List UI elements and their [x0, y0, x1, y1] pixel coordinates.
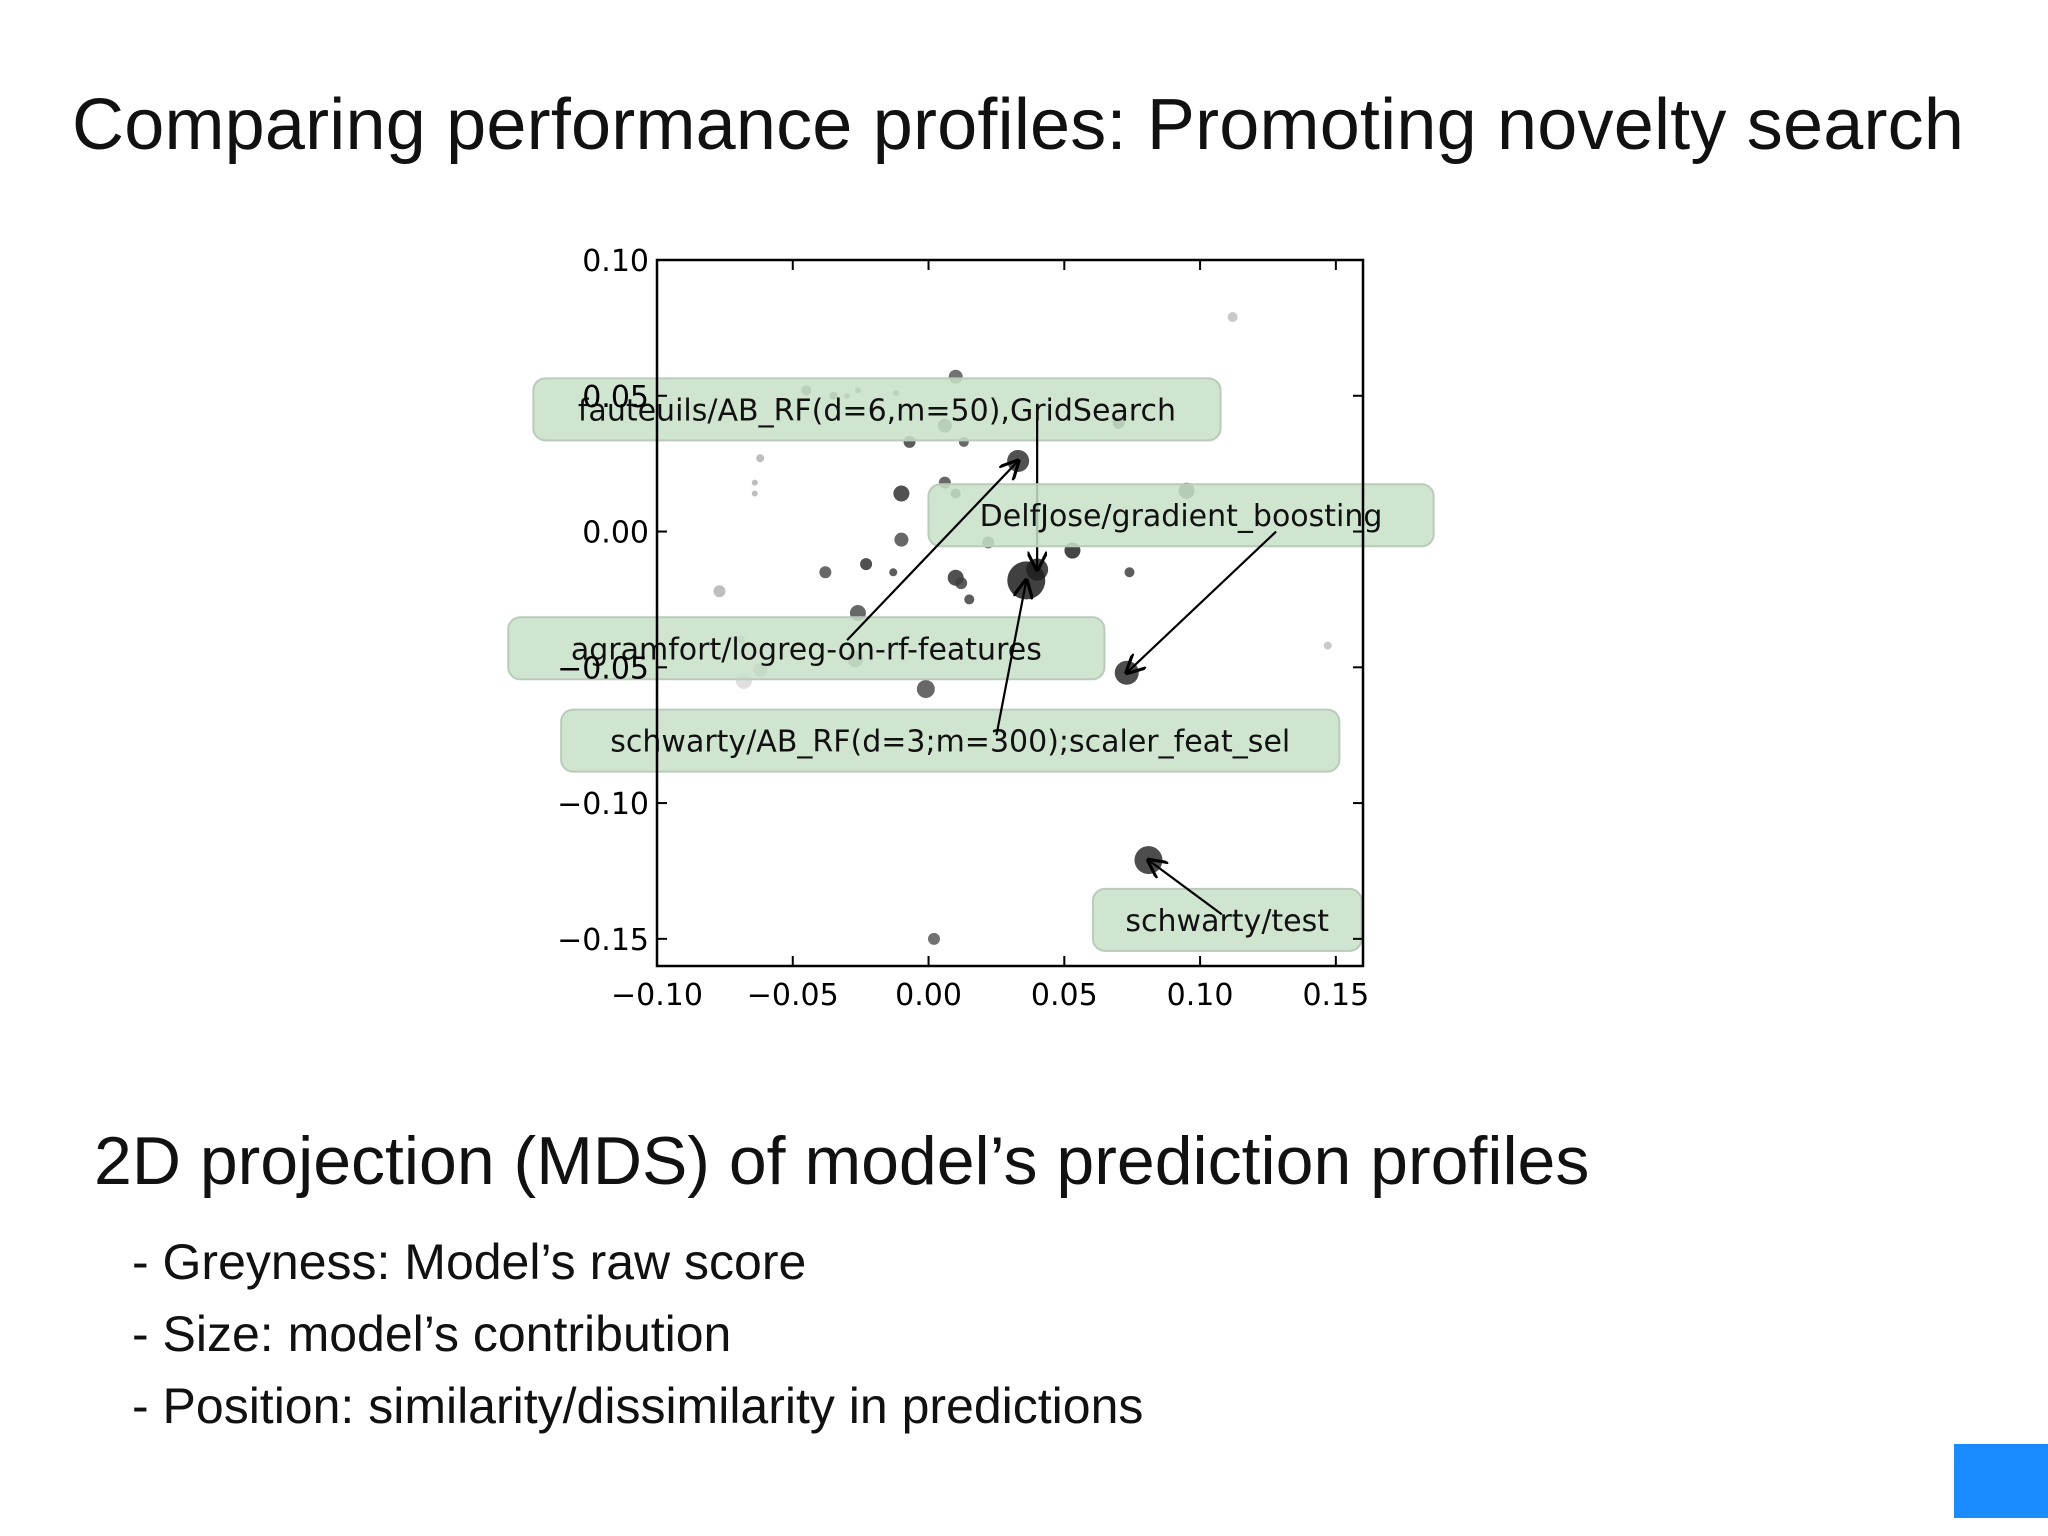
x-tick-label: −0.05	[747, 978, 839, 1013]
scatter-point	[751, 479, 758, 486]
scatter-point	[756, 454, 765, 463]
annotation-box	[927, 483, 1435, 548]
y-tick-label: 0.00	[582, 516, 649, 551]
bullet-list: - Greyness: Model’s raw score - Size: mo…	[132, 1232, 1143, 1448]
annotation: schwarty/AB_RF(d=3;m=300);scaler_feat_se…	[560, 580, 1341, 773]
annotation: schwarty/test	[1091, 860, 1363, 952]
bullet-position: - Position: similarity/dissimilarity in …	[132, 1378, 1144, 1434]
plot-frame	[655, 258, 1365, 968]
annotation-arrow	[1148, 860, 1223, 916]
slide-title: Comparing performance profiles: Promotin…	[72, 85, 1965, 165]
y-tick-label: 0.10	[582, 244, 649, 279]
scatter-point	[964, 594, 975, 605]
annotation-label: schwarty/AB_RF(d=3;m=300);scaler_feat_se…	[610, 725, 1290, 760]
scatter-point	[1124, 567, 1135, 578]
annotation-label: DelfJose/gradient_boosting	[980, 499, 1383, 534]
scatter-point	[916, 680, 935, 699]
subtitle: 2D projection (MDS) of model’s predictio…	[94, 1123, 1590, 1199]
y-tick-label: −0.10	[557, 787, 649, 822]
scatter-point	[894, 532, 909, 547]
y-tick-label: 0.05	[582, 380, 649, 415]
annotation-arrow	[1127, 530, 1277, 673]
scatter-point	[819, 566, 832, 579]
annotation: fauteuils/AB_RF(d=6,m=50),GridSearch	[532, 377, 1222, 569]
annotation-box	[532, 377, 1222, 442]
scatter-point	[1323, 641, 1332, 650]
annotation-arrow	[995, 580, 1026, 736]
x-tick-label: 0.10	[1167, 978, 1234, 1013]
annotation-label: agramfort/logreg-on-rf-features	[571, 632, 1042, 667]
x-tick-label: 0.15	[1302, 978, 1369, 1013]
y-tick-label: −0.15	[557, 923, 649, 958]
y-tick-label: −0.05	[557, 651, 649, 686]
annotation-label: schwarty/test	[1125, 904, 1329, 939]
x-tick-label: 0.00	[895, 978, 962, 1013]
mds-scatter-chart: fauteuils/AB_RF(d=6,m=50),GridSearch Delf…	[507, 244, 1435, 1013]
annotation-label: fauteuils/AB_RF(d=6,m=50),GridSearch	[578, 393, 1176, 428]
x-tick-label: −0.10	[611, 978, 703, 1013]
annotation-box	[560, 708, 1341, 773]
scatter-point	[860, 558, 873, 571]
bullet-greyness: - Greyness: Model’s raw score	[132, 1234, 807, 1290]
scatter-point	[927, 932, 940, 945]
x-tick-label: 0.05	[1031, 978, 1098, 1013]
scatter-point	[889, 568, 898, 577]
scatter-point	[751, 490, 758, 497]
scatter-point	[713, 585, 726, 598]
bullet-size: - Size: model’s contribution	[132, 1306, 732, 1362]
scatter-point	[1227, 312, 1238, 323]
annotation-arrow	[846, 461, 1018, 641]
annotation: DelfJose/gradient_boosting	[927, 483, 1435, 673]
corner-accent-box	[1954, 1444, 2048, 1518]
annotation-box	[1091, 887, 1363, 952]
scatter-point	[893, 485, 910, 502]
scatter-point	[955, 577, 968, 590]
